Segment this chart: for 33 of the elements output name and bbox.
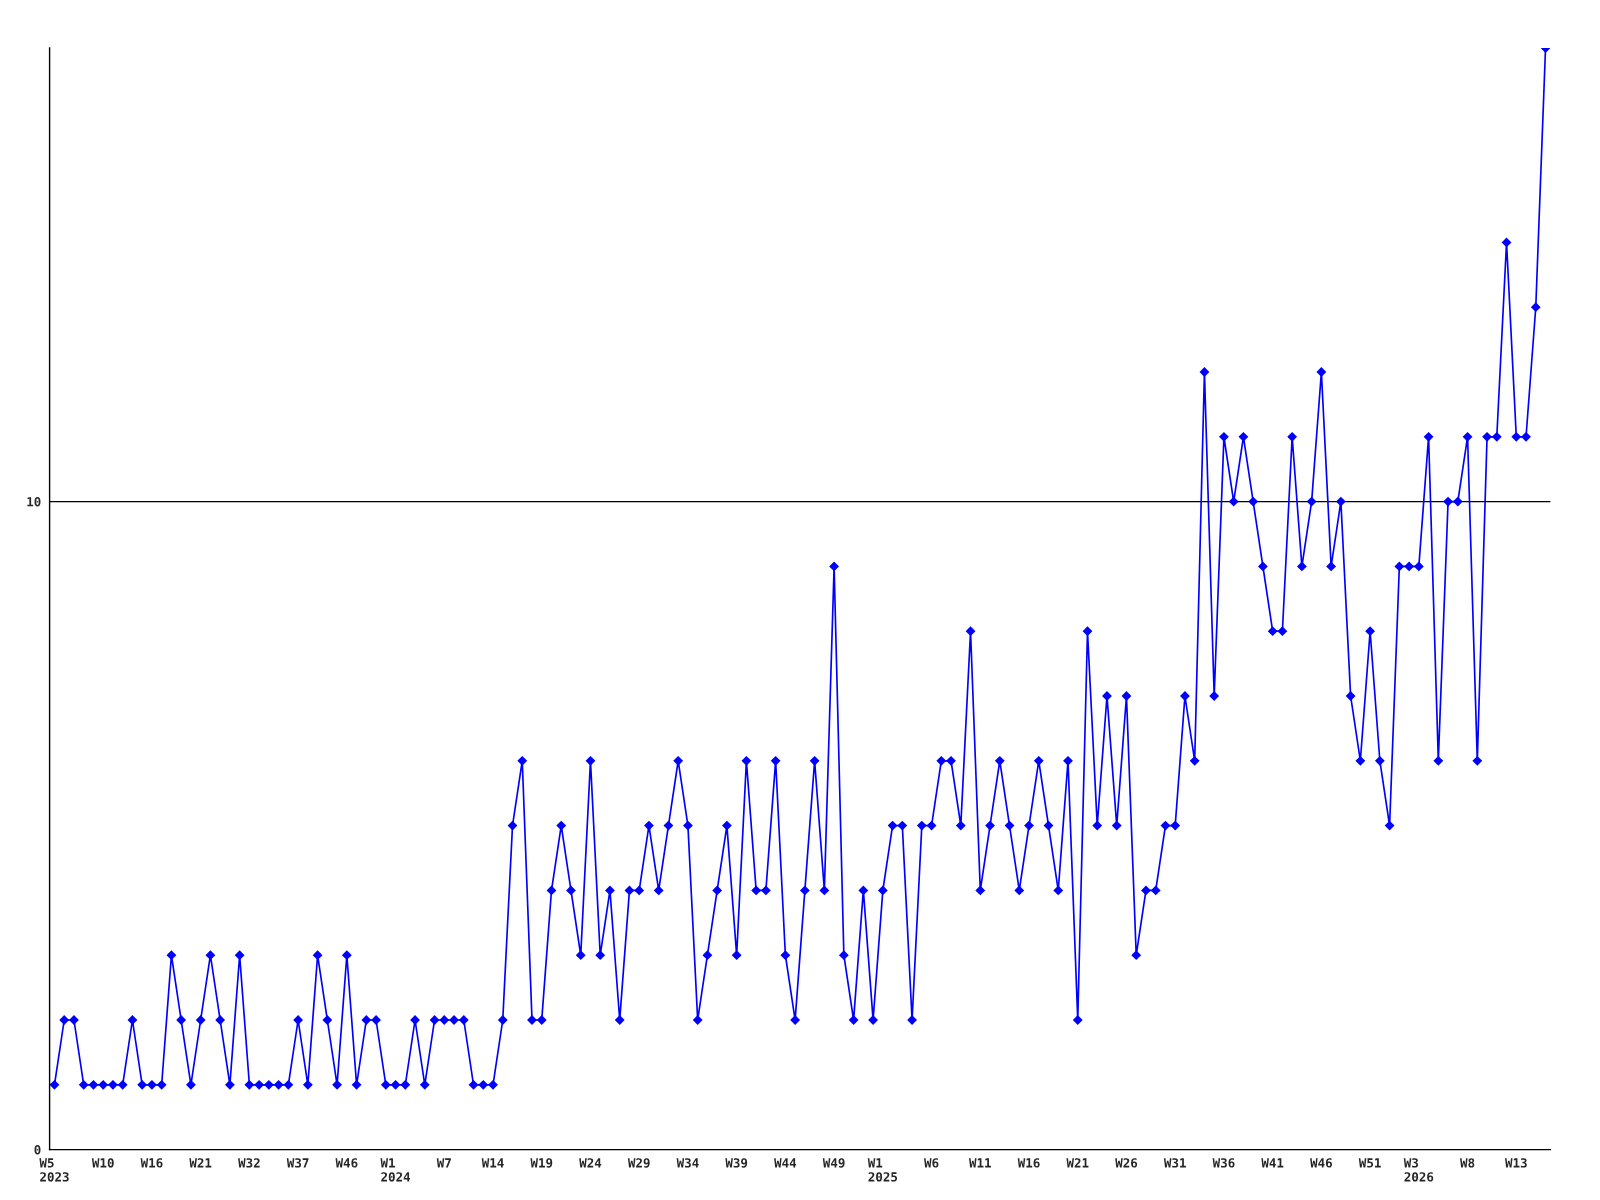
x-tick-label: W49 (822, 1158, 845, 1168)
x-tick-label: W29 (627, 1158, 650, 1168)
x-tick-label: W11 (969, 1158, 991, 1168)
x-tick-label: W7 (436, 1158, 451, 1168)
x-tick-label: W24 (579, 1158, 602, 1168)
x-tick-label: W31 (1163, 1158, 1186, 1168)
y-tick-label: 0 (34, 1145, 41, 1155)
x-tick-label: W39 (725, 1158, 748, 1168)
x-tick-label: W44 (774, 1158, 797, 1168)
y-tick-label: 10 (27, 497, 41, 507)
x-tick-label: W26 (1115, 1158, 1138, 1168)
x-tick-label: W8 (1460, 1158, 1475, 1168)
x-tick-label: W46 (335, 1158, 358, 1168)
x-tick-label: W10 (91, 1158, 114, 1168)
x-tick-label: W32 (238, 1158, 260, 1168)
x-tick-label: W34 (676, 1158, 699, 1168)
x-tick-label: W21 (1066, 1158, 1089, 1168)
x-tick-label: W46 (1310, 1158, 1332, 1168)
x-tick-label: W6 (924, 1158, 939, 1168)
x-tick-label: W3 2026 (1403, 1158, 1434, 1182)
x-tick-label: W41 (1261, 1158, 1284, 1168)
x-tick-label: W16 (1017, 1158, 1040, 1168)
x-tick-label: W36 (1212, 1158, 1235, 1168)
x-tick-label: W1 2025 (867, 1158, 898, 1182)
x-tick-label: W14 (481, 1158, 504, 1168)
x-tick-label: W13 (1505, 1158, 1527, 1168)
x-tick-label: W51 (1358, 1158, 1381, 1168)
x-tick-label: W16 (140, 1158, 163, 1168)
x-tick-label: W21 (189, 1158, 212, 1168)
x-tick-label: W1 2024 (380, 1158, 411, 1182)
x-tick-label: W5 2023 (39, 1158, 69, 1182)
x-tick-label: W19 (530, 1158, 553, 1168)
x-tick-label: W37 (286, 1158, 309, 1168)
